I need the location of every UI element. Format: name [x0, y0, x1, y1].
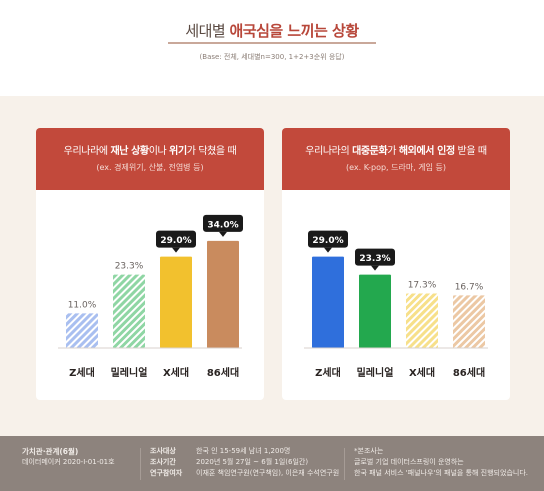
- footer-key: 연구참여자: [150, 469, 183, 477]
- chart-panel-disaster: 우리나라에 재난 상황이나 위기가 닥쳤을 때 (ex. 경제위기, 산불, 전…: [36, 128, 264, 400]
- category-label: 86세대: [453, 366, 485, 379]
- category-label: Z세대: [69, 366, 95, 379]
- footer-note-line: 글로벌 기업 데이터스프링이 운영하는: [354, 458, 464, 466]
- category-label: 밀레니얼: [111, 366, 148, 379]
- category-label: Z세대: [315, 366, 341, 379]
- footer-key: 조사대상: [150, 447, 176, 455]
- panel-subtitle: (ex. 경제위기, 산불, 전염병 등): [96, 163, 204, 172]
- category-label: X세대: [163, 366, 189, 379]
- title-part: 우리나라의: [305, 146, 353, 157]
- footer-value: 한국 인 15-59세 남녀 1,200명: [196, 447, 291, 455]
- value-label: 11.0%: [68, 300, 97, 310]
- chart-panel-culture: 우리나라의 대중문화가 해외에서 인정 받을 때 (ex. K-pop, 드라마…: [282, 128, 510, 400]
- title-underline: [168, 42, 376, 44]
- footer-value: 2020년 5월 27일 ~ 6월 1일(6일간): [196, 458, 309, 466]
- bar-3: [207, 240, 239, 348]
- value-label: 17.3%: [408, 281, 437, 291]
- footer-source: 가치관·관계(6월) 데이터메이커 2020-I-01-01호: [22, 446, 115, 468]
- panel-subtitle: (ex. K-pop, 드라마, 게임 등): [345, 163, 447, 172]
- title-part: 재난 상황: [110, 146, 149, 157]
- category-label: 86세대: [207, 366, 239, 379]
- bar-1: [113, 274, 145, 348]
- value-badge: [308, 230, 348, 248]
- header-area: 세대별 애국심을 느끼는 상황 (Base: 전체, 세대별n=300, 1+2…: [0, 0, 544, 96]
- footer-divider: [140, 448, 141, 480]
- title-part: 대중문화: [352, 146, 388, 157]
- footer-key: 조사기간: [150, 458, 176, 466]
- bar-2: [160, 256, 192, 348]
- footer-note: *본조사는 글로벌 기업 데이터스프링이 운영하는 한국 패널 서비스 '패널나…: [354, 446, 534, 479]
- footer-note-line: 한국 패널 서비스 '패널나우'의 패널을 통해 진행되었습니다.: [354, 469, 528, 477]
- bar-2: [406, 293, 438, 348]
- value-badge-pointer: [172, 247, 180, 253]
- bar-0: [66, 313, 98, 348]
- value-label: 34.0%: [207, 220, 238, 230]
- bar-3: [453, 295, 485, 348]
- title-prefix: 세대별: [185, 22, 230, 40]
- footer-row: 조사대상 한국 인 15-59세 남녀 1,200명: [150, 446, 339, 457]
- value-badge-pointer: [219, 231, 227, 237]
- panel-title: 우리나라에 재난 상황이나 위기가 닥쳤을 때: [36, 142, 264, 157]
- value-label: 23.3%: [359, 254, 390, 264]
- category-label: X세대: [409, 366, 435, 379]
- footer: 가치관·관계(6월) 데이터메이커 2020-I-01-01호 조사대상 한국 인…: [0, 436, 544, 491]
- footer-divider: [344, 448, 345, 480]
- bar-0: [312, 256, 344, 348]
- base-note: (Base: 전체, 세대별n=300, 1+2+3순위 응답): [199, 53, 345, 61]
- bar-chart-culture: 29.0% Z세대 23.3% 밀레니얼 17.3% X세대 16.7% 86세대: [304, 230, 488, 379]
- title-part: 해외에서 인정: [398, 146, 455, 157]
- value-badge: [156, 230, 196, 248]
- footer-survey-info: 조사대상 한국 인 15-59세 남녀 1,200명 조사기간 2020년 5월 2…: [150, 446, 339, 479]
- category-label: 밀레니얼: [357, 366, 394, 379]
- value-badge: [203, 214, 243, 232]
- title-part: 가 닥쳤을 때: [186, 146, 237, 157]
- title-part: 이나: [148, 146, 170, 157]
- title-part: 가: [387, 146, 399, 157]
- title-part: 우리나라에: [63, 146, 111, 157]
- value-label: 23.3%: [115, 262, 144, 272]
- title-highlight: 애국심을 느끼는 상황: [229, 22, 360, 40]
- value-badge-pointer: [371, 265, 379, 271]
- value-label: 16.7%: [455, 282, 484, 292]
- panel-header: 우리나라의 대중문화가 해외에서 인정 받을 때 (ex. K-pop, 드라마…: [282, 128, 510, 190]
- footer-code: 데이터메이커 2020-I-01-01호: [22, 458, 115, 466]
- value-label: 29.0%: [312, 236, 343, 246]
- footer-row: 연구참여자 이재훈 책임연구원(연구책임), 이은재 수석연구원: [150, 468, 339, 479]
- footer-org: 가치관·관계(6월): [22, 447, 79, 456]
- bar-chart-disaster: 11.0% Z세대 23.3% 밀레니얼 29.0% X세대 34.0% 86세대: [58, 214, 243, 379]
- value-label: 29.0%: [160, 236, 191, 246]
- panel-title: 우리나라의 대중문화가 해외에서 인정 받을 때: [282, 142, 510, 157]
- footer-value: 이재훈 책임연구원(연구책임), 이은재 수석연구원: [196, 469, 340, 477]
- title-part: 위기: [169, 146, 187, 157]
- value-badge: [355, 248, 395, 266]
- value-badge-pointer: [324, 247, 332, 253]
- title-part: 받을 때: [454, 146, 488, 157]
- footer-row: 조사기간 2020년 5월 27일 ~ 6월 1일(6일간): [150, 457, 339, 468]
- footer-note-line: *본조사는: [354, 447, 384, 455]
- bar-1: [359, 274, 391, 348]
- panel-header: 우리나라에 재난 상황이나 위기가 닥쳤을 때 (ex. 경제위기, 산불, 전…: [36, 128, 264, 190]
- page-title: 세대별 애국심을 느끼는 상황: [0, 20, 544, 41]
